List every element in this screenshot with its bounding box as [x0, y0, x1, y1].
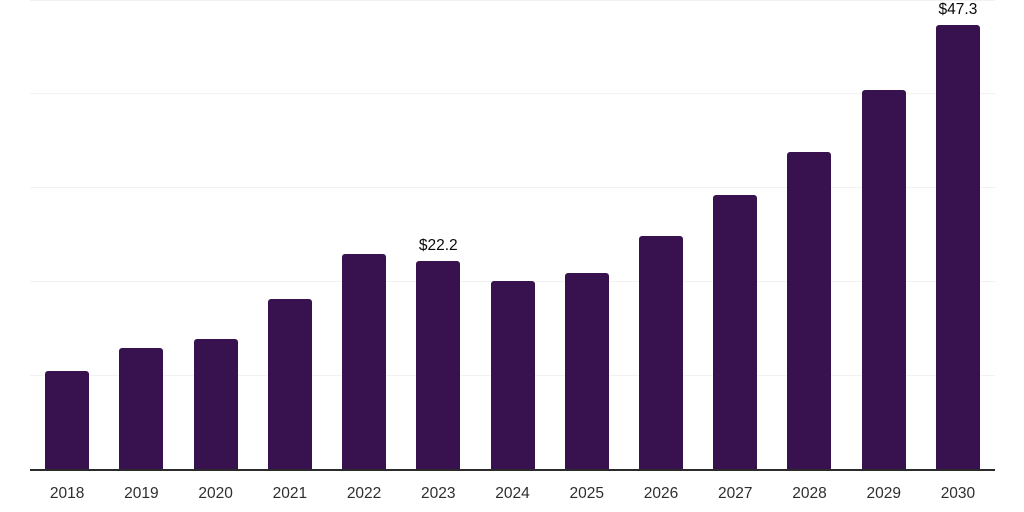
x-tick-label-2023: 2023 [421, 485, 456, 502]
x-tick-label-2020: 2020 [198, 485, 233, 502]
x-tick-label-2018: 2018 [49, 485, 85, 502]
x-axis-line [30, 469, 995, 471]
bars-container: $22.2 $47.3 [30, 0, 995, 469]
bar-2020[interactable] [193, 338, 238, 469]
x-tick-label-2025: 2025 [569, 485, 604, 502]
bar-2030[interactable] [935, 25, 980, 469]
x-tick-label-2022: 2022 [346, 485, 382, 502]
x-tick-label-2024: 2024 [495, 485, 530, 502]
x-tick-label-2029: 2029 [866, 485, 901, 502]
bar-group-2021 [253, 0, 327, 469]
x-tick-label-2026: 2026 [643, 485, 679, 502]
bar-group-2018 [30, 0, 104, 469]
x-axis-tick-labels: 2018 2019 2020 2021 2022 2023 2024 2025 2026 2027… [30, 484, 995, 503]
x-tick-label-2019: 2019 [124, 485, 159, 502]
bar-group-2019 [104, 0, 178, 469]
x-tick-label-2027: 2027 [717, 485, 753, 502]
bar-2029[interactable] [861, 90, 906, 469]
bar-group-2023: $22.2 [401, 0, 475, 469]
bar-group-2027 [698, 0, 772, 469]
bar-group-2028 [772, 0, 846, 469]
bar-value-label-2023: $22.2 [418, 236, 458, 254]
bar-group-2026 [624, 0, 698, 469]
bar-2021[interactable] [267, 299, 312, 469]
x-tick-label-2030: 2030 [940, 485, 976, 502]
bar-2028[interactable] [787, 151, 832, 469]
bar-2024[interactable] [490, 281, 535, 469]
bar-2025[interactable] [564, 272, 609, 469]
bar-2027[interactable] [713, 195, 758, 469]
bar-2019[interactable] [119, 348, 164, 469]
bar-2022[interactable] [342, 254, 387, 469]
x-tick-label-2021: 2021 [272, 485, 308, 502]
gridline-30 [30, 187, 995, 189]
plot-area: $22.2 $47.3 [30, 0, 995, 469]
bar-2023[interactable] [416, 260, 461, 469]
bar-group-2022 [327, 0, 401, 469]
x-tick-label-2028: 2028 [792, 485, 827, 502]
bar-group-2020 [178, 0, 252, 469]
bar-2026[interactable] [638, 236, 683, 469]
bar-2018[interactable] [45, 370, 90, 469]
gridline-50 [30, 0, 995, 1]
gridline-40 [30, 93, 995, 95]
bar-group-2029 [847, 0, 921, 469]
bar-value-label-2030: $47.3 [938, 1, 978, 19]
bar-group-2025 [550, 0, 624, 469]
bar-group-2030: $47.3 [921, 0, 995, 469]
bar-group-2024 [475, 0, 549, 469]
